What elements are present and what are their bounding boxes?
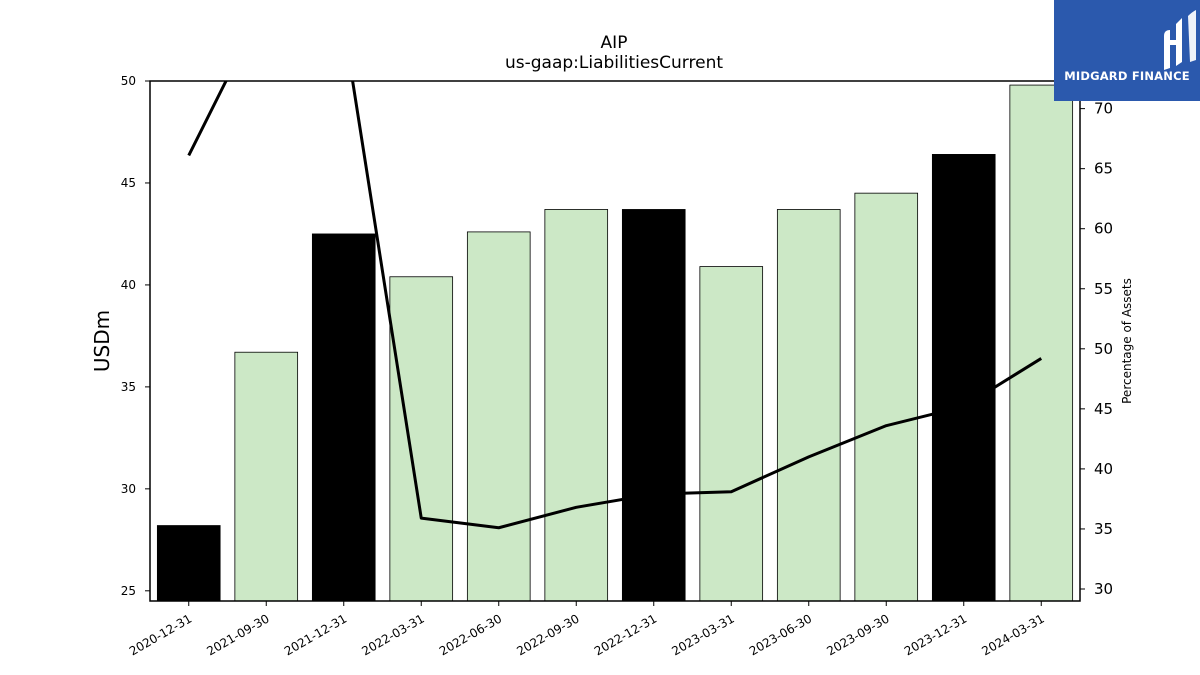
left-axis-ticks: 25 30 35 40 45 50 [121, 74, 150, 598]
y-tick-label: 40 [121, 278, 136, 292]
x-tick-label: 2022-09-30 [514, 611, 581, 658]
logo-text: MIDGARD FINANCE [1064, 69, 1190, 83]
y-tick-label: 30 [121, 482, 136, 496]
y2-tick-label: 70 [1094, 100, 1113, 118]
bar-2022-06-30 [466, 231, 531, 602]
x-tick-label: 2021-09-30 [204, 611, 271, 658]
bar-2023-06-30 [776, 209, 841, 602]
right-axis-ticks: 30 35 40 45 50 55 60 65 70 [1080, 100, 1113, 598]
y2-tick-label: 55 [1094, 280, 1113, 298]
y2-tick-label: 35 [1094, 520, 1113, 538]
y2-tick-label: 40 [1094, 460, 1113, 478]
y-tick-label: 25 [121, 584, 136, 598]
x-tick-label: 2022-03-31 [359, 611, 426, 658]
bar-2021-12-31 [311, 233, 376, 602]
line-series [187, 81, 1043, 530]
bar-2023-03-31 [699, 266, 764, 602]
x-tick-label: 2023-09-30 [824, 611, 891, 658]
bar-2022-12-31 [621, 209, 686, 602]
y2-axis-label: Percentage of Assets [1120, 278, 1134, 404]
bar-2021-09-30 [234, 351, 299, 602]
bar-2022-03-31 [389, 276, 454, 602]
plot-frame [149, 80, 1081, 602]
logo: MIDGARD FINANCE [1054, 0, 1200, 101]
y2-tick-label: 60 [1094, 220, 1113, 238]
y-tick-label: 35 [121, 380, 136, 394]
y2-tick-label: 30 [1094, 580, 1113, 598]
x-tick-label: 2023-12-31 [902, 611, 969, 658]
x-axis-ticks: 2020-12-31 2021-09-30 2021-12-31 2022-03-31… [127, 601, 1047, 658]
y2-tick-label: 45 [1094, 400, 1113, 418]
y-axis-label: USDm [90, 310, 114, 372]
bar-2020-12-31 [156, 525, 221, 602]
percentage-line [187, 81, 1043, 530]
bar-2023-09-30 [854, 192, 919, 602]
logo-mark-icon [1164, 10, 1196, 70]
bar-2022-09-30 [544, 209, 609, 602]
chart-title: AIP [601, 33, 628, 53]
x-tick-label: 2020-12-31 [127, 611, 194, 658]
bar-series [156, 84, 1074, 602]
x-tick-label: 2023-03-31 [669, 611, 736, 658]
x-tick-label: 2022-12-31 [592, 611, 659, 658]
y-tick-label: 50 [121, 74, 136, 88]
x-tick-label: 2024-03-31 [979, 611, 1046, 658]
bar-2024-03-31 [1009, 84, 1074, 602]
bar-2023-12-31 [931, 154, 996, 602]
y2-tick-label: 50 [1094, 340, 1113, 358]
y2-tick-label: 65 [1094, 160, 1113, 178]
x-tick-label: 2023-06-30 [747, 611, 814, 658]
x-tick-label: 2022-06-30 [437, 611, 504, 658]
y-tick-label: 45 [121, 176, 136, 190]
x-tick-label: 2021-12-31 [282, 611, 349, 658]
chart-subtitle: us-gaap:LiabilitiesCurrent [505, 53, 723, 73]
